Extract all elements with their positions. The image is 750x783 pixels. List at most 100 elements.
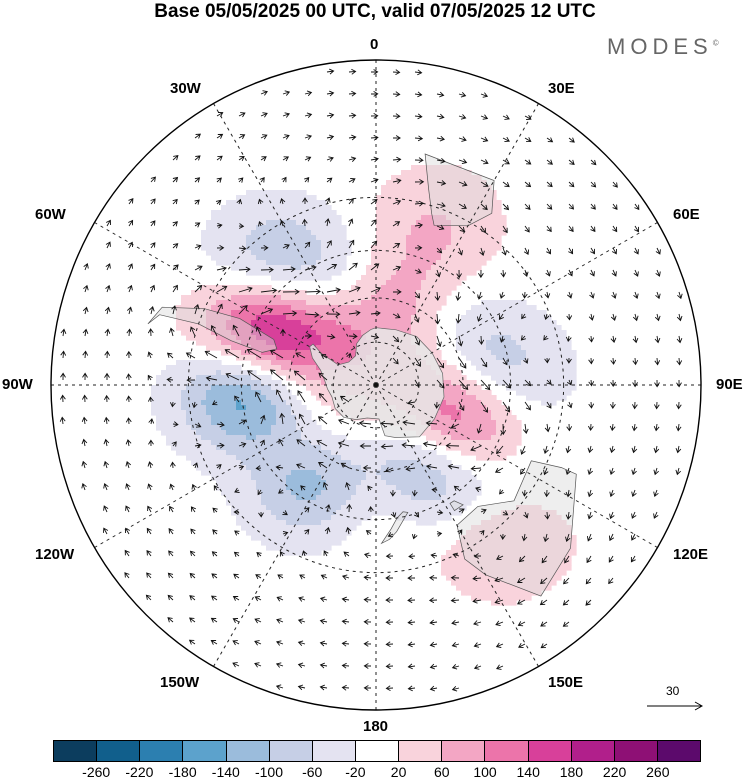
wind-arrow: [60, 350, 67, 359]
wind-arrow: [653, 467, 659, 476]
wind-arrow: [502, 181, 510, 188]
wind-arrow: [104, 350, 111, 359]
wind-arrow: [479, 529, 485, 536]
wind-arrow: [392, 313, 401, 319]
wind-arrow: [233, 509, 239, 515]
wind-arrow: [194, 222, 201, 228]
wind-arrow: [566, 357, 572, 364]
wind-arrow: [238, 266, 251, 273]
wind-arrow: [425, 420, 438, 427]
wind-arrow: [436, 509, 444, 516]
wind-arrow: [392, 113, 401, 119]
wind-arrow: [185, 352, 196, 359]
wind-arrow: [148, 439, 154, 447]
wind-arrow: [524, 137, 532, 143]
wind-arrow: [414, 379, 420, 388]
wind-arrow: [632, 335, 639, 344]
wind-arrow: [278, 488, 284, 494]
wind-arrow: [390, 489, 396, 497]
wind-arrow: [370, 333, 380, 340]
wind-arrow: [540, 577, 548, 585]
wind-arrow: [211, 400, 218, 406]
wind-arrow: [105, 219, 111, 227]
colorbar-bin-7: [355, 741, 400, 761]
wind-arrow: [392, 69, 401, 75]
colorbar-tick-label: -20: [345, 764, 366, 780]
wind-arrow: [414, 245, 423, 251]
colorbar-tick-label: 20: [390, 764, 407, 780]
wind-arrow: [495, 620, 504, 627]
wind-arrow: [611, 247, 617, 255]
meridian-line: [94, 384, 377, 548]
wind-arrow: [392, 357, 399, 365]
wind-arrow: [434, 401, 440, 409]
wind-arrow: [546, 159, 553, 165]
wind-arrow: [502, 357, 508, 366]
wind-arrow: [521, 489, 528, 497]
wind-arrow: [341, 596, 350, 603]
wind-arrow: [348, 310, 361, 316]
wind-arrow: [447, 463, 460, 470]
wind-arrow: [103, 460, 109, 469]
wind-arrow: [654, 357, 661, 366]
wind-arrow: [345, 526, 352, 535]
wind-arrow: [194, 155, 201, 161]
wind-arrow: [82, 350, 89, 359]
lon-label-0: 0: [370, 36, 379, 53]
wind-arrow: [565, 511, 572, 520]
colorbar-bin-3: [183, 741, 227, 761]
wind-arrow: [192, 462, 199, 469]
wind-arrow: [254, 640, 262, 646]
wind-arrow: [348, 134, 357, 141]
wind-arrow: [390, 511, 397, 518]
wind-arrow: [392, 156, 402, 163]
wind-arrow: [452, 552, 460, 559]
wind-arrow: [104, 328, 111, 337]
wind-arrow: [257, 489, 263, 496]
wind-arrow: [302, 197, 308, 204]
wind-arrow: [425, 463, 438, 470]
wind-arrow: [126, 395, 132, 403]
wind-arrow: [189, 595, 196, 601]
wind-arrow: [279, 197, 286, 205]
wind-arrow: [233, 551, 240, 557]
wind-arrow: [524, 159, 532, 165]
wind-arrow: [189, 550, 196, 557]
wind-arrow: [445, 442, 460, 449]
wind-arrow: [610, 401, 616, 410]
wind-arrow: [358, 420, 372, 427]
wind-arrow: [172, 264, 179, 271]
wind-arrow: [297, 662, 306, 669]
wind-arrow: [478, 335, 485, 345]
wind-arrow: [458, 114, 467, 120]
wind-arrow: [499, 489, 505, 495]
wind-arrow: [543, 467, 549, 476]
wind-arrow: [521, 313, 527, 320]
wind-arrow: [543, 313, 550, 321]
wind-arrow: [341, 684, 350, 691]
wind-arrow: [238, 134, 246, 140]
wind-arrow: [60, 328, 67, 337]
colorbar-bin-4: [226, 741, 270, 761]
colorbar-tick-label: 100: [473, 764, 497, 780]
wind-arrow: [546, 379, 552, 385]
wind-arrow: [126, 328, 133, 337]
wind-arrow: [611, 269, 617, 277]
wind-arrow: [298, 596, 306, 602]
wind-arrow: [238, 304, 248, 315]
wind-arrow: [326, 177, 333, 183]
wind-arrow: [81, 483, 87, 491]
wind-arrow: [370, 310, 381, 317]
wind-arrow: [634, 203, 640, 211]
wind-arrow: [472, 575, 482, 582]
wind-arrow: [450, 575, 460, 581]
wind-arrow: [587, 445, 594, 454]
wind-arrow: [608, 555, 614, 563]
wind-arrow: [498, 313, 504, 320]
wind-arrow: [458, 203, 467, 209]
wind-arrow: [189, 572, 196, 579]
wind-arrow: [436, 531, 443, 537]
colorbar-tick-label: 60: [434, 764, 450, 780]
meridian-line: [375, 222, 658, 386]
